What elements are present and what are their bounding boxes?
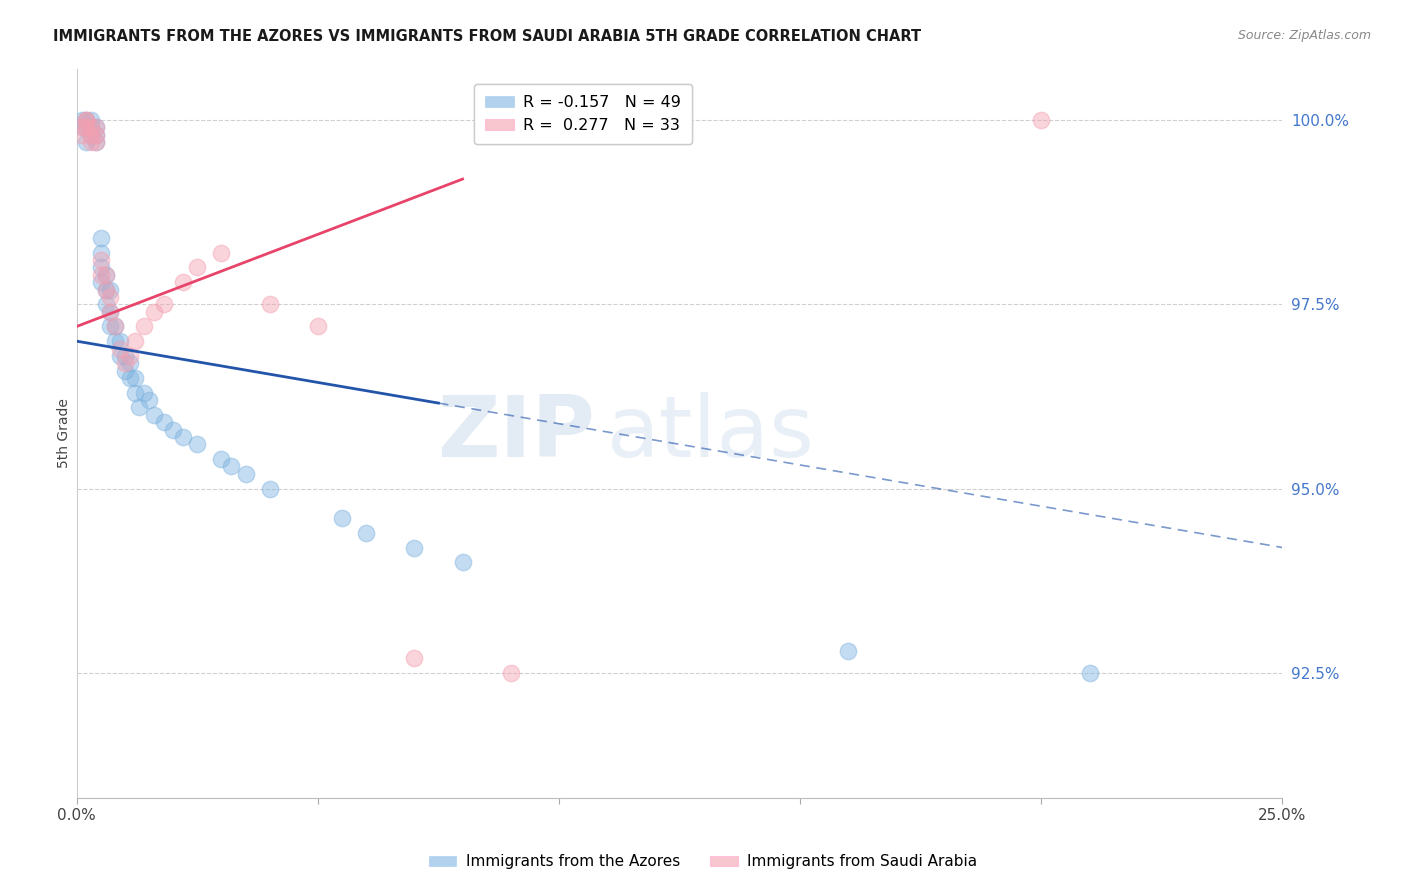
Y-axis label: 5th Grade: 5th Grade [58, 399, 72, 468]
Point [219, 459, 242, 474]
Point [80, 128, 103, 142]
Point [100, 283, 122, 297]
Point [94, 268, 117, 282]
Point [80, 120, 103, 135]
Point [104, 319, 127, 334]
Point [90, 231, 112, 245]
Point [75, 135, 97, 149]
Point [108, 349, 131, 363]
Point [451, 555, 474, 569]
Point [84, 120, 107, 135]
Point [90, 275, 112, 289]
Point [124, 334, 146, 348]
Point [84, 135, 107, 149]
Point [142, 304, 165, 318]
Point [134, 385, 156, 400]
Point [124, 371, 146, 385]
Text: ZIP: ZIP [437, 392, 595, 475]
Point [108, 342, 131, 356]
Point [75, 113, 97, 128]
Point [172, 430, 194, 444]
Point [1078, 665, 1101, 680]
Point [499, 665, 522, 680]
Point [404, 541, 426, 555]
Point [70, 113, 93, 128]
Point [108, 334, 131, 348]
Point [186, 260, 208, 275]
Point [118, 356, 141, 370]
Point [259, 297, 281, 311]
Point [100, 319, 122, 334]
Point [837, 643, 859, 657]
Point [70, 120, 93, 135]
Point [100, 304, 122, 318]
Point [330, 511, 353, 525]
Point [209, 452, 232, 467]
Point [84, 128, 107, 142]
Point [75, 120, 97, 135]
Point [354, 525, 377, 540]
Point [134, 319, 156, 334]
Point [235, 467, 257, 481]
Point [90, 260, 112, 275]
Point [94, 283, 117, 297]
Point [138, 393, 160, 408]
Point [84, 128, 107, 142]
Point [75, 120, 97, 135]
Point [70, 120, 93, 135]
Point [118, 349, 141, 363]
Point [152, 297, 174, 311]
Point [84, 135, 107, 149]
Text: Source: ZipAtlas.com: Source: ZipAtlas.com [1237, 29, 1371, 42]
Point [128, 401, 150, 415]
Point [142, 408, 165, 422]
Point [104, 319, 127, 334]
Point [114, 356, 136, 370]
Point [1031, 113, 1053, 128]
Point [75, 113, 97, 128]
Legend: R = -0.157   N = 49, R =  0.277   N = 33: R = -0.157 N = 49, R = 0.277 N = 33 [474, 84, 692, 145]
Point [172, 275, 194, 289]
Point [100, 304, 122, 318]
Point [70, 128, 93, 142]
Point [307, 319, 329, 334]
Point [94, 283, 117, 297]
Point [90, 245, 112, 260]
Point [114, 364, 136, 378]
Point [80, 128, 103, 142]
Point [80, 113, 103, 128]
Point [259, 482, 281, 496]
Point [80, 120, 103, 135]
Text: IMMIGRANTS FROM THE AZORES VS IMMIGRANTS FROM SAUDI ARABIA 5TH GRADE CORRELATION: IMMIGRANTS FROM THE AZORES VS IMMIGRANTS… [53, 29, 921, 44]
Point [90, 268, 112, 282]
Point [118, 371, 141, 385]
Point [94, 268, 117, 282]
Point [404, 651, 426, 665]
Point [162, 423, 184, 437]
Point [124, 385, 146, 400]
Point [84, 120, 107, 135]
Text: atlas: atlas [607, 392, 815, 475]
Point [75, 113, 97, 128]
Point [90, 253, 112, 268]
Point [100, 290, 122, 304]
Point [94, 297, 117, 311]
Point [186, 437, 208, 451]
Legend: Immigrants from the Azores, Immigrants from Saudi Arabia: Immigrants from the Azores, Immigrants f… [423, 848, 983, 875]
Point [209, 245, 232, 260]
Point [104, 334, 127, 348]
Point [80, 135, 103, 149]
Point [114, 349, 136, 363]
Point [152, 415, 174, 429]
